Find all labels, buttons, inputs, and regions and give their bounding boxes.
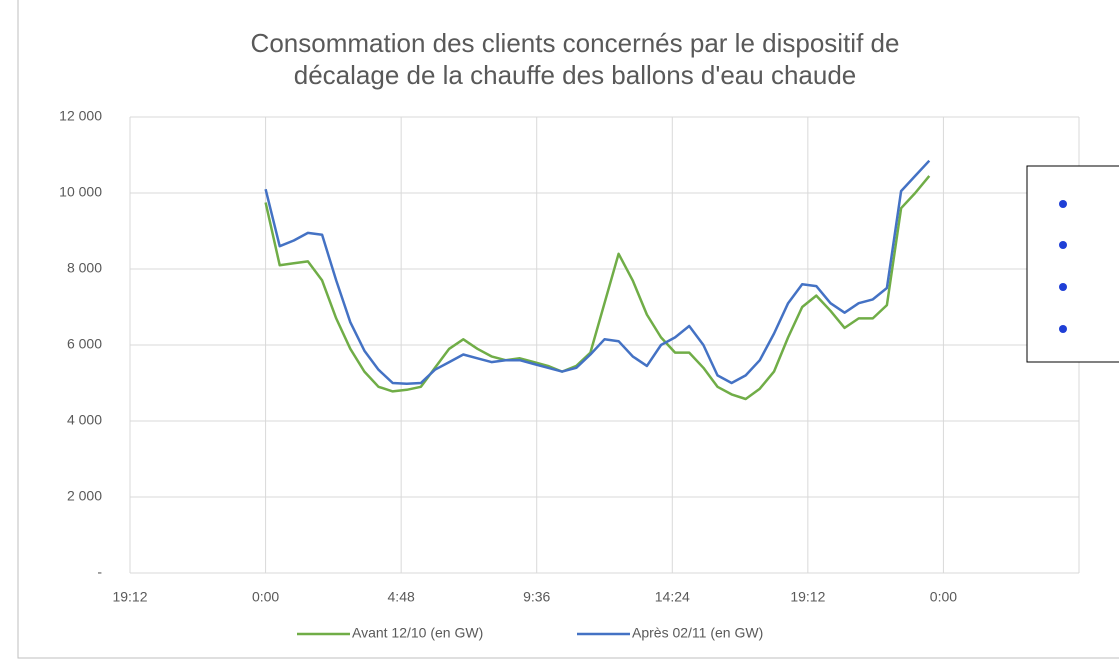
x-tick-label: 0:00: [252, 589, 279, 605]
y-tick-label: 10 000: [59, 184, 102, 200]
x-tick-label: 19:12: [112, 589, 147, 605]
chart-title: Consommation des clients concernés par l…: [251, 28, 900, 58]
side-legend: [1026, 165, 1119, 363]
frame: [17, 0, 1119, 659]
y-tick-label: 4 000: [67, 412, 102, 428]
chart-title: décalage de la chauffe des ballons d'eau…: [294, 60, 857, 90]
series-line: [264, 175, 931, 401]
legend-box: [1026, 165, 1119, 363]
y-tick-label: 8 000: [67, 260, 102, 276]
x-tick-label: 19:12: [790, 589, 825, 605]
y-tick-label: -: [97, 564, 102, 580]
legend-dot: [1059, 200, 1067, 208]
x-tick-label: 4:48: [388, 589, 415, 605]
legend-dot: [1059, 241, 1067, 249]
legend-label: Avant 12/10 (en GW): [352, 625, 483, 641]
legend-dot: [1059, 325, 1067, 333]
x-tick-label: 9:36: [523, 589, 550, 605]
legend-dot: [1059, 283, 1067, 291]
y-tick-label: 2 000: [67, 488, 102, 504]
y-tick-label: 12 000: [59, 108, 102, 124]
series-line: [264, 159, 931, 386]
legend-label: Après 02/11 (en GW): [632, 625, 763, 641]
x-tick-label: 0:00: [930, 589, 957, 605]
y-tick-label: 6 000: [67, 336, 102, 352]
x-tick-label: 14:24: [655, 589, 690, 605]
